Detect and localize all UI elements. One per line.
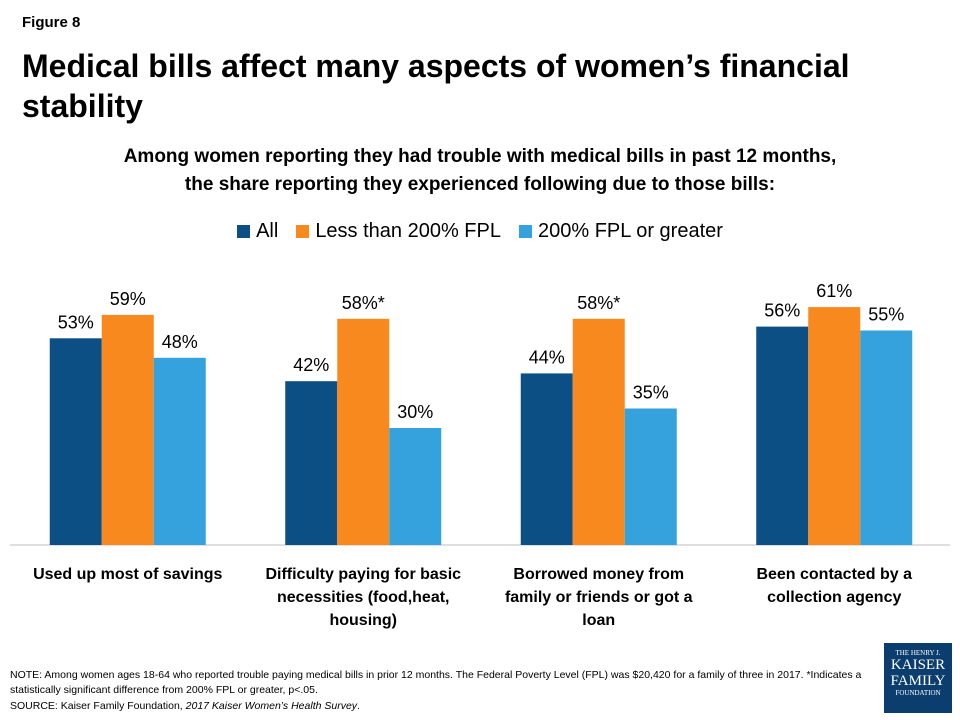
figure-label: Figure 8	[22, 14, 81, 31]
bar	[808, 307, 861, 545]
data-label: 53%	[58, 312, 94, 332]
data-label: 58%*	[342, 293, 385, 313]
data-label: 56%	[764, 301, 800, 321]
bar	[756, 326, 809, 545]
logo-text: THE HENRY J.	[895, 649, 941, 657]
legend: All Less than 200% FPL 200% FPL or greater	[0, 220, 960, 243]
data-label: 48%	[162, 332, 198, 352]
data-label: 58%*	[577, 293, 620, 313]
x-tick-label: Used up most of savings	[33, 566, 223, 583]
data-label: 30%	[397, 402, 433, 422]
legend-label: All	[256, 220, 279, 242]
legend-item: All	[237, 220, 278, 243]
logo-text: KAISER	[890, 657, 946, 673]
bar	[49, 338, 102, 545]
subtitle: Among women reporting they had trouble w…	[123, 146, 837, 167]
x-tick-label: Difficulty paying for basic necessities …	[265, 566, 462, 629]
bar	[860, 330, 913, 545]
legend-swatch	[519, 225, 532, 238]
x-tick-label: Been contacted by a collection agency	[756, 566, 913, 606]
source-title: 2017 Kaiser Women’s Health Survey	[185, 700, 358, 712]
logo: THE HENRY J. KAISER FAMILY FOUNDATION	[884, 643, 952, 713]
source-text: SOURCE: Kaiser Family Foundation,	[10, 700, 183, 712]
logo-text: FAMILY	[890, 673, 946, 689]
bar	[520, 373, 573, 545]
bar	[572, 318, 625, 545]
logo-text: FOUNDATION	[895, 689, 941, 697]
chart-title: Medical bills affect many aspects of wom…	[22, 48, 850, 124]
data-label: 59%	[110, 289, 146, 309]
bar	[624, 408, 677, 545]
bar	[153, 357, 206, 545]
legend-swatch	[296, 225, 310, 238]
data-label: 35%	[633, 383, 669, 403]
data-label: 42%	[293, 355, 329, 375]
legend-item: 200% FPL or greater	[519, 220, 723, 243]
subtitle: the share reporting they experienced fol…	[184, 174, 776, 195]
legend-label: 200% FPL or greater	[538, 220, 723, 242]
data-label: 55%	[868, 305, 904, 325]
data-label: 44%	[529, 347, 565, 367]
bar	[101, 314, 154, 545]
source: SOURCE: Kaiser Family Foundation, 2017 K…	[10, 700, 360, 712]
source-text: .	[357, 700, 360, 712]
data-label: 61%	[816, 281, 852, 301]
legend-item: Less than 200% FPL	[296, 220, 501, 243]
bar	[337, 318, 390, 545]
bar	[285, 381, 338, 545]
bar	[389, 428, 442, 545]
note: NOTE: Among women ages 18-64 who reporte…	[10, 669, 862, 696]
legend-swatch	[237, 225, 251, 238]
legend-label: Less than 200% FPL	[315, 220, 501, 242]
x-tick-label: Borrowed money from family or friends or…	[504, 566, 693, 629]
